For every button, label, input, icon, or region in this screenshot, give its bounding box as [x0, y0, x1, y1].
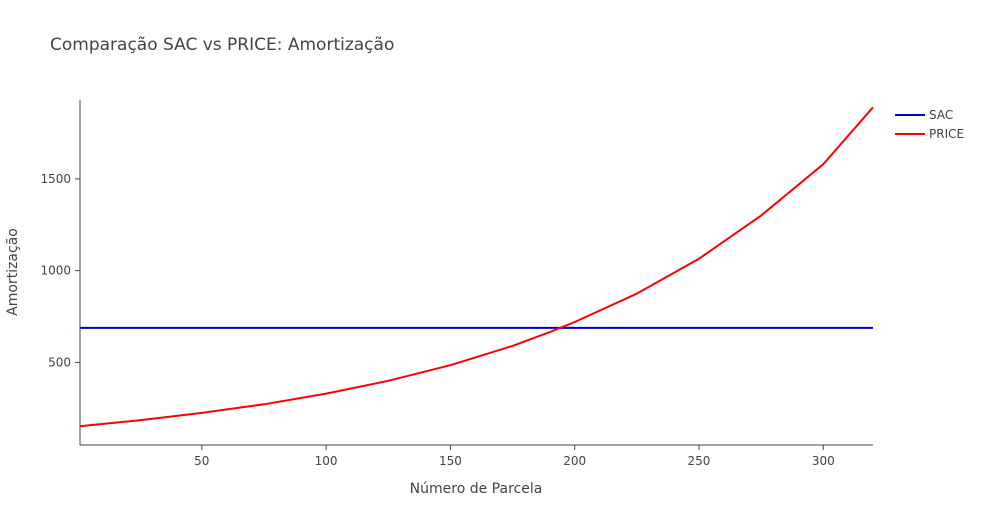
x-axis-title: Número de Parcela [410, 481, 543, 497]
y-tick-label: 1000 [40, 264, 71, 278]
x-tick-label: 100 [315, 454, 338, 468]
x-tick-label: 250 [688, 454, 711, 468]
y-tick-label: 500 [48, 355, 71, 369]
series-line-price [79, 106, 874, 428]
x-tick-label: 300 [812, 454, 835, 468]
x-tick-label: 200 [563, 454, 586, 468]
x-tick-label: 50 [194, 454, 209, 468]
x-axis-ticks: 50 100 150 200 250 300 [194, 445, 835, 468]
legend: SAC PRICE [895, 108, 964, 141]
chart-title: Comparação SAC vs PRICE: Amortização [50, 35, 394, 55]
legend-item-price[interactable]: PRICE [895, 127, 964, 141]
y-tick-label: 1500 [40, 172, 71, 186]
x-tick-label: 150 [439, 454, 462, 468]
plot-area [79, 106, 874, 428]
y-axis-ticks: 500 1000 1500 [40, 172, 80, 369]
legend-label: PRICE [929, 127, 964, 141]
y-axis-title: Amortização [5, 228, 21, 316]
legend-item-sac[interactable]: SAC [895, 108, 953, 122]
legend-label: SAC [929, 108, 953, 122]
